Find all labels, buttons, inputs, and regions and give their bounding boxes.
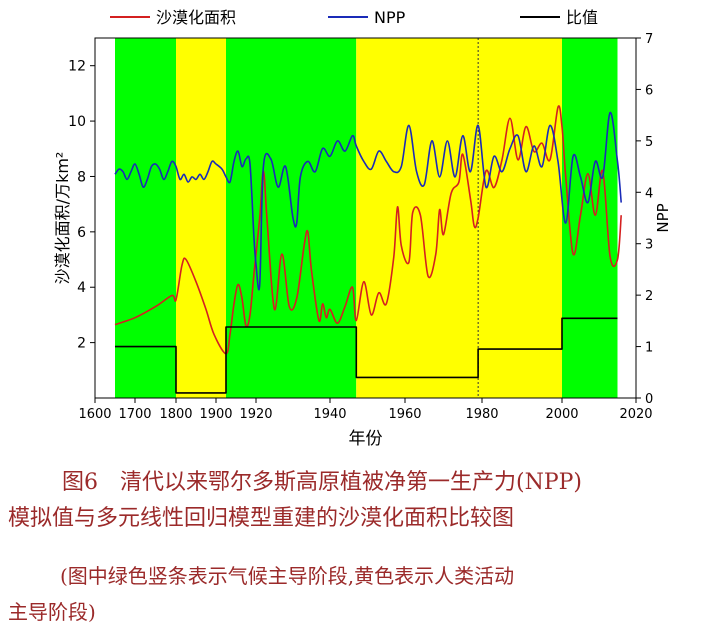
caption-line-2: 模拟值与多元线性回归模型重建的沙漠化面积比较图 bbox=[8, 506, 515, 531]
y-left-tick-label-0: 2 bbox=[77, 336, 86, 352]
y-right-tick-label-6: 6 bbox=[645, 83, 653, 98]
x-tick-label-4: 1920 bbox=[239, 407, 272, 422]
y-right-tick-label-1: 1 bbox=[645, 341, 653, 356]
x-tick-label-5: 1940 bbox=[313, 407, 346, 422]
legend-label-0: 沙漠化面积 bbox=[156, 8, 236, 27]
band-5 bbox=[562, 38, 618, 398]
plot-frame bbox=[94, 37, 637, 399]
x-axis-title: 年份 bbox=[349, 429, 383, 449]
y-right-tick-label-7: 7 bbox=[645, 32, 653, 47]
y-left-tick-label-2: 6 bbox=[77, 225, 86, 241]
y-right-tick-label-0: 0 bbox=[645, 392, 653, 407]
caption-line-1: 图6 清代以来鄂尔多斯高原植被净第一生产力(NPP) bbox=[62, 470, 583, 495]
y-right-tick-label-2: 2 bbox=[645, 289, 653, 304]
y-left-tick-label-1: 4 bbox=[77, 280, 86, 296]
caption-line-4: 主导阶段) bbox=[8, 600, 96, 624]
band-4 bbox=[478, 38, 562, 398]
x-tick-label-6: 1960 bbox=[388, 407, 421, 422]
y-left-tick-label-4: 10 bbox=[68, 114, 86, 130]
band-2 bbox=[226, 38, 357, 398]
series-line-0 bbox=[114, 105, 622, 355]
series-line-2 bbox=[115, 317, 618, 394]
y-right-axis-title: NPP bbox=[654, 203, 672, 232]
legend-label-1: NPP bbox=[374, 8, 406, 27]
x-tick-label-9: 2020 bbox=[619, 407, 652, 422]
y-right-tick-label-3: 3 bbox=[645, 238, 653, 253]
chart: 1600 1700 1800 1900 1920 1940 1960 1980 2000 2020… bbox=[53, 8, 672, 449]
y-left-tick-label-3: 8 bbox=[77, 169, 86, 185]
x-tick-label-7: 1980 bbox=[465, 407, 498, 422]
legend-label-2: 比值 bbox=[566, 8, 598, 27]
y-left-tick-label-5: 12 bbox=[68, 59, 86, 75]
y-right-tick-label-5: 5 bbox=[645, 135, 653, 150]
x-tick-label-8: 2000 bbox=[545, 407, 578, 422]
x-tick-label-1: 1700 bbox=[118, 407, 151, 422]
y-right-tick-label-4: 4 bbox=[645, 186, 653, 201]
caption-line-3: (图中绿色竖条表示气候主导阶段,黄色表示人类活动 bbox=[60, 564, 515, 588]
x-tick-label-3: 1900 bbox=[199, 407, 232, 422]
x-tick-label-0: 1600 bbox=[78, 407, 111, 422]
series-line-1 bbox=[114, 111, 622, 291]
band-1 bbox=[176, 38, 226, 398]
y-left-axis-title: 沙漠化面积/万km² bbox=[53, 152, 72, 285]
band-3 bbox=[356, 38, 479, 398]
band-0 bbox=[115, 38, 176, 398]
x-tick-label-2: 1800 bbox=[159, 407, 192, 422]
